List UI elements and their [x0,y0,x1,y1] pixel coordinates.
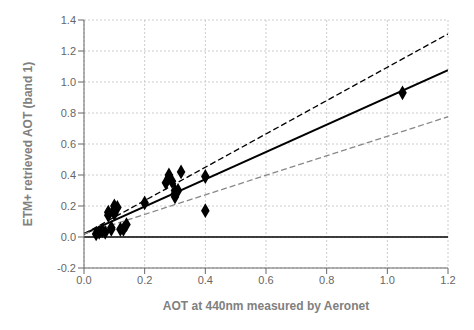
svg-text:0.8: 0.8 [319,274,334,286]
svg-text:ETM+ retrieved AOT (band 1): ETM+ retrieved AOT (band 1) [21,62,35,227]
svg-text:-0.2: -0.2 [57,262,76,274]
svg-text:1.2: 1.2 [61,45,76,57]
svg-text:0.2: 0.2 [61,200,76,212]
svg-text:0.4: 0.4 [61,169,76,181]
svg-text:0.6: 0.6 [61,138,76,150]
svg-text:1.4: 1.4 [61,14,76,26]
svg-text:0.8: 0.8 [61,107,76,119]
svg-text:1.0: 1.0 [380,274,395,286]
svg-text:1.2: 1.2 [440,274,455,286]
svg-text:0.0: 0.0 [61,231,76,243]
svg-text:0.4: 0.4 [198,274,213,286]
svg-text:0.0: 0.0 [76,274,91,286]
svg-text:0.2: 0.2 [137,274,152,286]
svg-text:AOT at 440nm measured by Aeron: AOT at 440nm measured by Aeronet [163,299,369,313]
svg-text:1.0: 1.0 [61,76,76,88]
svg-text:0.6: 0.6 [258,274,273,286]
